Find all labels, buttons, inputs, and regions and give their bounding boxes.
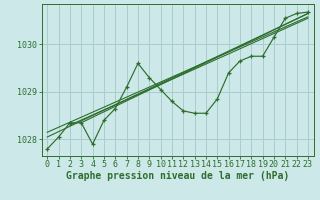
X-axis label: Graphe pression niveau de la mer (hPa): Graphe pression niveau de la mer (hPa) [66,171,289,181]
